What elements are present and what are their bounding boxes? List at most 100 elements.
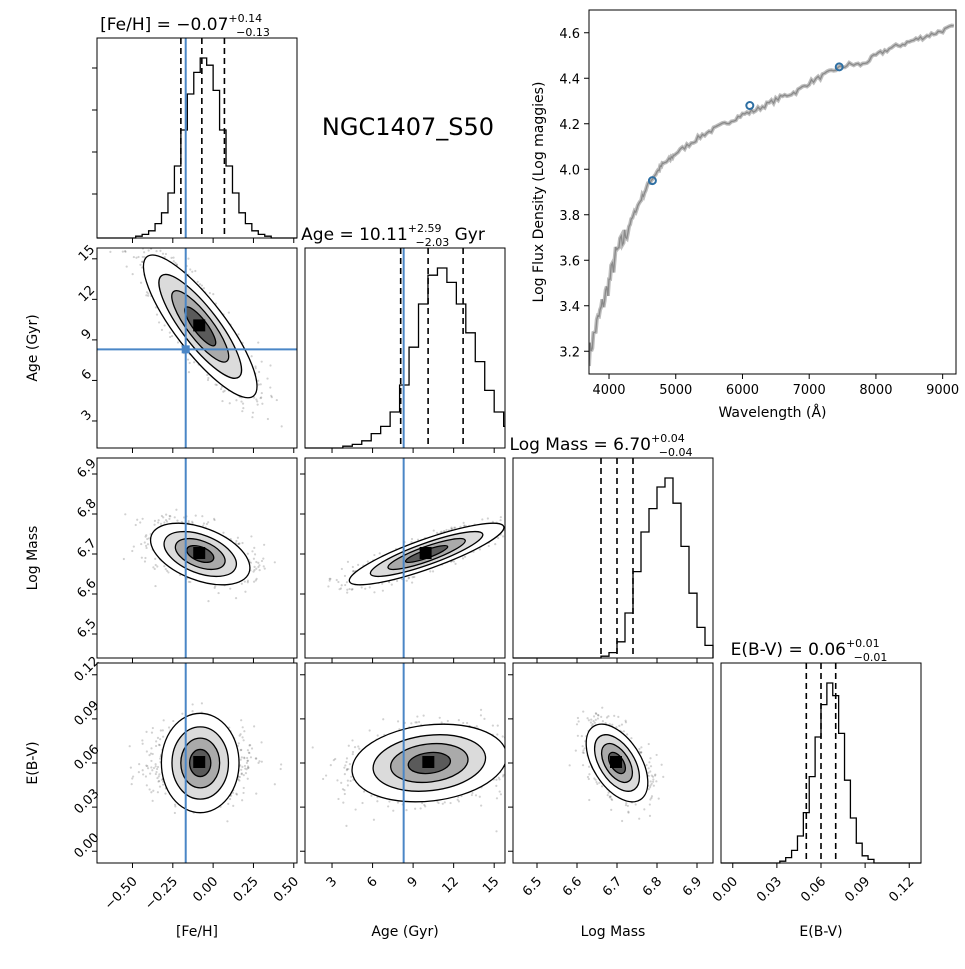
mass-vs-age-sample xyxy=(445,529,447,531)
mass-vs-age-sample xyxy=(338,588,340,590)
hist-feh-frame xyxy=(97,38,297,238)
mass-vs-feh-sample xyxy=(251,550,253,552)
mass-vs-feh-sample xyxy=(153,524,155,526)
mass-vs-age-sample xyxy=(487,517,489,519)
ebv-vs-feh-sample xyxy=(201,702,203,704)
hist-mass-panel: Log Mass = 6.70+0.04−0.04 xyxy=(510,432,713,658)
age-vs-feh-sample xyxy=(251,355,253,357)
mass-vs-feh-sample xyxy=(166,570,168,572)
age-vs-feh-sample xyxy=(258,371,260,373)
hist-ebv-xtick-label: 0.00 xyxy=(710,874,741,905)
mass-vs-feh-sample xyxy=(262,558,264,560)
mass-vs-age-sample xyxy=(432,570,434,572)
mass-vs-age-sample xyxy=(429,570,431,572)
mass-vs-feh-sample xyxy=(250,535,252,537)
mass-vs-age-sample xyxy=(521,515,523,517)
mass-vs-feh-panel xyxy=(123,458,276,658)
mass-vs-feh-sample xyxy=(237,543,239,545)
mass-vs-age-sample xyxy=(396,580,398,582)
hist-age-panel: Age = 10.11+2.59−2.03 Gyr xyxy=(301,222,505,448)
hist-age-step xyxy=(305,268,505,448)
ebv-vs-feh-sample xyxy=(181,713,183,715)
ebv-vs-feh-sample xyxy=(236,793,238,795)
mass-vs-age-panel xyxy=(327,458,578,658)
mass-vs-age-sample xyxy=(509,522,511,524)
hist-ebv-xtick-label: 0.12 xyxy=(886,874,917,905)
mass-vs-feh-sample xyxy=(255,568,257,570)
ebv-vs-feh-sample xyxy=(240,719,242,721)
mass-vs-age-sample xyxy=(411,538,413,540)
mass-vs-age-sample xyxy=(500,516,502,518)
ebv-vs-feh-sample xyxy=(150,766,152,768)
age-vs-feh-sample xyxy=(171,335,173,337)
ebv-vs-feh-sample xyxy=(145,775,147,777)
age-vs-feh-sample xyxy=(141,261,143,263)
age-vs-feh-sample xyxy=(189,268,191,270)
age-vs-feh-ytick-label: 12 xyxy=(76,283,98,305)
age-vs-feh-sample xyxy=(207,379,209,381)
hist-ebv-xtick-label: 0.06 xyxy=(798,874,829,905)
hist-feh-step xyxy=(97,58,297,238)
mass-vs-feh-sample xyxy=(124,513,126,515)
hist-ebv-xtick-label: 0.03 xyxy=(754,874,785,905)
age-vs-feh-sample xyxy=(161,329,163,331)
mass-vs-age-sample xyxy=(508,540,510,542)
age-vs-feh-sample xyxy=(156,244,158,246)
age-vs-feh-sample xyxy=(228,312,230,314)
mass-vs-age-sample xyxy=(515,520,517,522)
mass-vs-feh-sample xyxy=(203,522,205,524)
mass-vs-age-sample xyxy=(379,552,381,554)
mass-vs-feh-sample xyxy=(133,545,135,547)
mass-vs-age-sample xyxy=(344,584,346,586)
mass-vs-feh-sample xyxy=(264,567,266,569)
mass-vs-feh-sample xyxy=(222,532,224,534)
ebv-vs-feh-sample xyxy=(148,754,150,756)
mass-vs-feh-sample xyxy=(144,560,146,562)
mass-vs-feh-sample xyxy=(201,515,203,517)
hist-mass-step xyxy=(513,478,713,658)
hist-feh-panel: [Fe/H] = −0.07+0.14−0.13 xyxy=(97,12,297,238)
mass-vs-feh-sample xyxy=(144,541,146,543)
mass-vs-feh-sample xyxy=(163,521,165,523)
mass-vs-age-sample xyxy=(481,518,483,520)
mass-vs-feh-sample xyxy=(253,547,255,549)
mass-vs-age-sample xyxy=(346,589,348,591)
age-vs-feh-sample xyxy=(251,416,253,418)
mass-vs-feh-sample xyxy=(163,565,165,567)
mass-vs-age-sample xyxy=(341,584,343,586)
age-vs-feh-sample xyxy=(170,257,172,259)
age-vs-feh-sample xyxy=(220,388,222,390)
age-vs-feh-sample xyxy=(126,217,128,219)
mass-vs-feh-sample xyxy=(192,522,194,524)
ebv-vs-feh-sample xyxy=(226,820,228,822)
mass-vs-feh-sample xyxy=(145,547,147,549)
age-vs-feh-sample xyxy=(229,402,231,404)
mass-vs-feh-sample xyxy=(214,585,216,587)
mass-vs-age-sample xyxy=(509,527,511,529)
age-vs-feh-sample xyxy=(159,250,161,252)
mass-vs-feh-sample xyxy=(241,583,243,585)
age-vs-feh-sample xyxy=(201,284,203,286)
age-vs-feh-sample xyxy=(252,412,254,414)
ebv-vs-feh-sample xyxy=(157,766,159,768)
age-vs-feh-sample xyxy=(147,293,149,295)
mass-vs-age-sample xyxy=(344,575,346,577)
mass-vs-feh-sample xyxy=(261,560,263,562)
mass-vs-age-sample xyxy=(337,581,339,583)
mass-vs-feh-sample xyxy=(147,543,149,545)
mass-vs-age-sample xyxy=(336,579,338,581)
object-name-title: NGC1407_S50 xyxy=(322,113,494,141)
age-vs-feh-sample xyxy=(142,256,144,258)
mass-vs-age-sample xyxy=(515,500,517,502)
age-vs-feh-sample xyxy=(276,399,278,401)
mass-vs-feh-content xyxy=(123,458,276,658)
age-vs-feh-sample xyxy=(126,265,128,267)
age-vs-feh-sample xyxy=(235,399,237,401)
mass-vs-age-sample xyxy=(499,519,501,521)
ebv-vs-feh-sample xyxy=(163,719,165,721)
age-vs-feh-peak-bin xyxy=(193,319,205,331)
mass-vs-feh-sample xyxy=(144,557,146,559)
mass-vs-age-sample xyxy=(462,557,464,559)
mass-vs-age-sample xyxy=(454,563,456,565)
